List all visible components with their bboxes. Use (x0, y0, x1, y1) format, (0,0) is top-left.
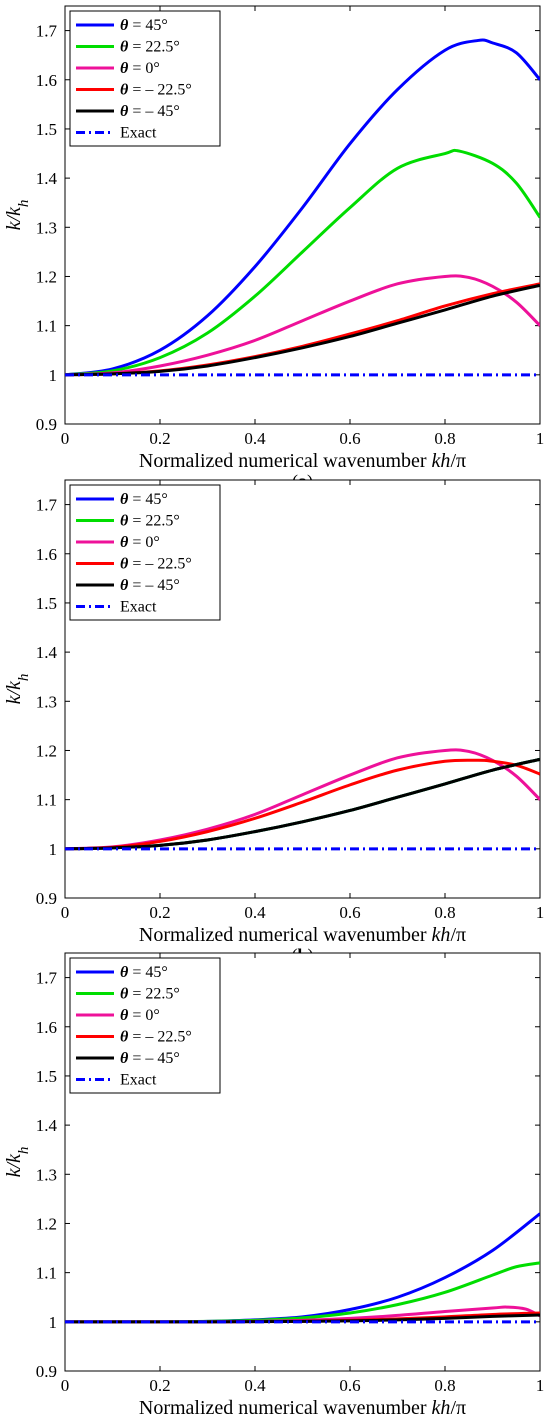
x-axis-label: Normalized numerical wavenumber kh/π (139, 924, 466, 946)
y-tick-label: 1.1 (36, 1264, 57, 1283)
legend: θ = 45° θ = 22.5° θ = 0° θ = – 22.5° θ = – 4… (69, 484, 221, 621)
legend-entry: θ = 22.5° (120, 986, 180, 1003)
y-tick-label: 0.9 (36, 1362, 57, 1381)
legend-entry: θ = 0° (120, 60, 160, 77)
x-tick-label: 0.6 (339, 903, 360, 922)
y-tick-label: 1.2 (36, 741, 57, 760)
chart-panel-b: 0 0.2 0.4 0.6 0.8 1 0.9 1 1.1 1.2 1.3 1.4 1.5 1.6 1.7 θ… (3, 479, 545, 966)
x-tick-label: 0 (61, 429, 70, 448)
legend-entry: θ = 45° (120, 964, 168, 981)
legend-entry: Exact (120, 1072, 157, 1089)
series-line-0 (65, 38, 540, 377)
legend-box (69, 484, 221, 621)
x-tick-label: 0.8 (434, 1376, 455, 1395)
legend-entry: θ = – 22.5° (120, 82, 192, 99)
y-axis-label: k/kh (3, 200, 32, 231)
y-tick-label: 1.7 (36, 969, 58, 988)
x-axis-label: Normalized numerical wavenumber kh/π (139, 450, 466, 472)
series-line-3 (65, 758, 540, 851)
y-tick-label: 1 (49, 366, 58, 385)
x-tick-label: 0 (61, 903, 70, 922)
series-line-4 (65, 283, 540, 377)
x-tick-label: 0.2 (149, 903, 170, 922)
x-tick-label: 1 (536, 903, 545, 922)
y-tick-label: 0.9 (36, 889, 57, 908)
x-tick-label: 0.8 (434, 903, 455, 922)
legend-box (69, 957, 221, 1094)
legend-entry: θ = – 45° (120, 1050, 180, 1067)
legend-entry: θ = – 22.5° (120, 1029, 192, 1046)
legend-entry: θ = – 45° (120, 577, 180, 594)
y-tick-label: 1.2 (36, 267, 57, 286)
x-axis-label: Normalized numerical wavenumber kh/π (139, 1397, 466, 1419)
x-tick-label: 0.6 (339, 429, 360, 448)
chart-panel-a: 0 0.2 0.4 0.6 0.8 1 0.9 1 1.1 1.2 1.3 1.4 1.5 1.6 1.7 θ… (3, 5, 545, 492)
legend-entry: θ = 45° (120, 491, 168, 508)
y-tick-label: 1 (49, 840, 58, 859)
y-axis-label: k/kh (3, 1147, 32, 1178)
chart-panel-c: 0 0.2 0.4 0.6 0.8 1 0.9 1 1.1 1.2 1.3 1.4 1.5 1.6 1.7 θ… (3, 952, 545, 1420)
x-tick-label: 0.6 (339, 1376, 360, 1395)
legend-entry: θ = 0° (120, 534, 160, 551)
legend-box (69, 10, 221, 147)
y-tick-label: 1.4 (36, 1116, 58, 1135)
y-tick-label: 1.4 (36, 169, 58, 188)
x-tick-label: 0.2 (149, 429, 170, 448)
y-axis-label: k/kh (3, 674, 32, 705)
y-tick-label: 1.3 (36, 692, 57, 711)
y-tick-label: 1.6 (36, 71, 57, 90)
x-tick-label: 0.4 (244, 1376, 266, 1395)
legend: θ = 45° θ = 22.5° θ = 0° θ = – 22.5° θ = – 4… (69, 10, 221, 147)
x-tick-label: 0.2 (149, 1376, 170, 1395)
y-tick-label: 1.7 (36, 22, 58, 41)
legend-entry: θ = 45° (120, 17, 168, 34)
x-tick-label: 0.4 (244, 903, 266, 922)
y-tick-label: 1.5 (36, 594, 57, 613)
y-tick-label: 1.3 (36, 1165, 57, 1184)
legend-entry: θ = – 22.5° (120, 556, 192, 573)
series-line-1 (65, 148, 540, 377)
legend-entry: θ = 22.5° (120, 513, 180, 530)
x-tick-label: 0.4 (244, 429, 266, 448)
legend-entry: θ = 0° (120, 1007, 160, 1024)
legend: θ = 45° θ = 22.5° θ = 0° θ = – 22.5° θ = – 4… (69, 957, 221, 1094)
x-tick-label: 1 (536, 1376, 545, 1395)
y-tick-label: 1.1 (36, 317, 57, 336)
y-tick-label: 1.5 (36, 1067, 57, 1086)
x-tick-label: 1 (536, 429, 545, 448)
legend-entry: θ = 22.5° (120, 39, 180, 56)
x-tick-label: 0 (61, 1376, 70, 1395)
y-tick-label: 1.7 (36, 496, 58, 515)
legend-entry: θ = – 45° (120, 103, 180, 120)
y-tick-label: 1.3 (36, 218, 57, 237)
series-line-2 (65, 274, 540, 377)
y-tick-label: 1.5 (36, 120, 57, 139)
y-tick-label: 0.9 (36, 415, 57, 434)
series-line-4 (65, 757, 540, 851)
panel-caption: (c) (293, 1418, 313, 1420)
y-tick-label: 1.6 (36, 545, 57, 564)
y-tick-label: 1 (49, 1313, 58, 1332)
legend-entry: Exact (120, 125, 157, 142)
y-tick-label: 1.6 (36, 1018, 57, 1037)
y-tick-label: 1.2 (36, 1214, 57, 1233)
y-tick-label: 1.4 (36, 643, 58, 662)
legend-entry: Exact (120, 599, 157, 616)
y-tick-label: 1.1 (36, 791, 57, 810)
x-tick-label: 0.8 (434, 429, 455, 448)
